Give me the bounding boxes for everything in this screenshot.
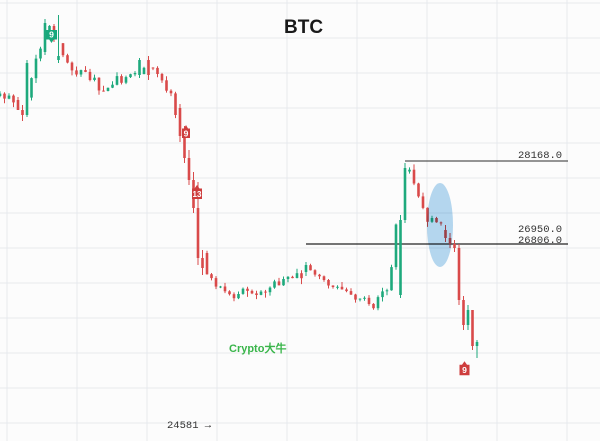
svg-text:24581 →: 24581 →: [167, 420, 212, 432]
svg-text:9: 9: [462, 365, 467, 375]
svg-text:28168.0: 28168.0: [518, 150, 562, 162]
svg-text:9: 9: [184, 128, 189, 138]
svg-text:BTC: BTC: [284, 17, 323, 38]
svg-text:9: 9: [49, 30, 54, 40]
svg-text:26806.0: 26806.0: [518, 235, 562, 247]
svg-text:13: 13: [193, 190, 202, 199]
svg-text:Crypto大牛: Crypto大牛: [229, 341, 286, 355]
